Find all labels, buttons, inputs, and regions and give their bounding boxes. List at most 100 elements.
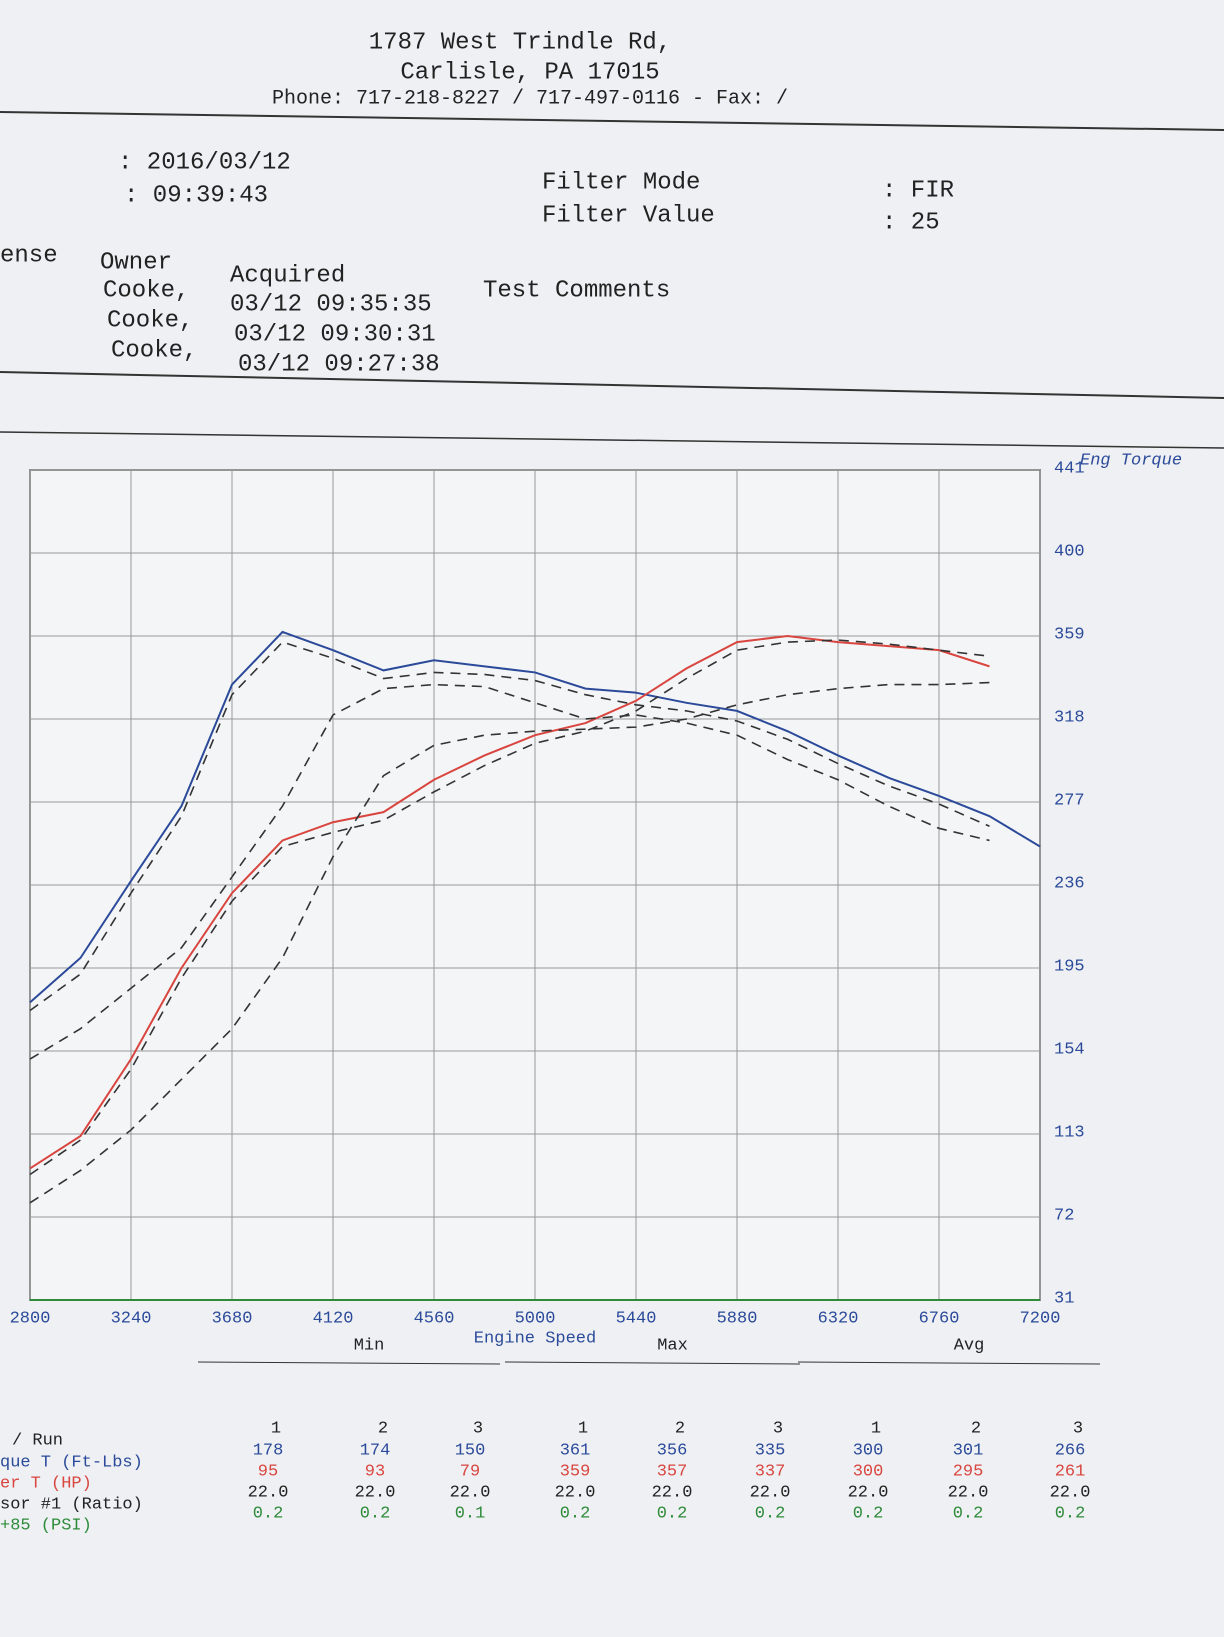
- cell: 337: [755, 1462, 786, 1481]
- y-tick-label: 113: [1054, 1123, 1085, 1142]
- y-tick-label: 359: [1054, 625, 1085, 644]
- cell: 356: [657, 1441, 688, 1460]
- cell: 22.0: [750, 1483, 791, 1502]
- cell: 22.0: [1050, 1483, 1091, 1502]
- cell: 22.0: [848, 1483, 889, 1502]
- run-number: 2: [675, 1419, 685, 1438]
- cell: 22.0: [450, 1483, 491, 1502]
- rule: [0, 371, 1224, 399]
- series-line: [29, 639, 990, 1176]
- run-number: 1: [578, 1419, 588, 1438]
- chart: 31 72 113 154 195 236 277 318 359 400 441 2800 3240 3…: [10, 451, 1182, 1348]
- x-tick-label: 3240: [111, 1309, 152, 1328]
- cell: 22.0: [355, 1483, 396, 1502]
- cell: 0.2: [1055, 1504, 1086, 1523]
- x-tick-label: 5000: [515, 1309, 556, 1328]
- cell: 0.2: [657, 1504, 688, 1523]
- series-line: [29, 641, 990, 1012]
- run-number: 2: [971, 1419, 981, 1438]
- x-tick-label: 6760: [919, 1309, 960, 1328]
- cell: 93: [365, 1462, 385, 1481]
- cell: 301: [953, 1441, 984, 1460]
- filter-value: : 25: [882, 209, 940, 236]
- run-owner: Cooke,: [111, 337, 197, 364]
- address-line: Carlisle, PA 17015: [400, 59, 659, 86]
- run-number: 3: [1073, 1419, 1083, 1438]
- y-tick-label: 236: [1054, 874, 1085, 893]
- x-tick-label: 5880: [717, 1309, 758, 1328]
- run-owner: Cooke,: [103, 277, 189, 304]
- runs-column: Acquired: [230, 262, 345, 289]
- group-rule: [797, 1361, 1101, 1365]
- group-rule: [504, 1361, 801, 1365]
- y-tick-label: 318: [1054, 708, 1085, 727]
- cell: 0.1: [455, 1504, 486, 1523]
- run-number: 1: [271, 1419, 281, 1438]
- summary-table: Min Max Avg / Run 1 2 3 1 2 3 1 2 3 que T (Ft-Lbs) 178…: [0, 1336, 1101, 1535]
- cell: 0.2: [755, 1504, 786, 1523]
- row-label: er T (HP): [0, 1474, 92, 1493]
- series-line: [29, 630, 1041, 1004]
- series-line: [29, 681, 990, 1204]
- x-tick-label: 3680: [212, 1309, 253, 1328]
- y-tick-label: 195: [1054, 957, 1085, 976]
- cell: 22.0: [948, 1483, 989, 1502]
- cell: 95: [258, 1462, 278, 1481]
- runs-rows: Cooke, 03/12 09:35:35 Cooke, 03/12 09:30:31…: [103, 277, 440, 378]
- cell: 22.0: [555, 1483, 596, 1502]
- row-label: que T (Ft-Lbs): [0, 1453, 143, 1472]
- cell: 295: [953, 1462, 984, 1481]
- run-acquired: 03/12 09:27:38: [238, 351, 440, 378]
- time: : 09:39:43: [124, 182, 268, 209]
- run-acquired: 03/12 09:30:31: [234, 321, 436, 348]
- x-tick-label: 2800: [10, 1309, 51, 1328]
- x-tick-label: 5440: [616, 1309, 657, 1328]
- cell: 0.2: [853, 1504, 884, 1523]
- cell: 361: [560, 1441, 591, 1460]
- runs-column: Owner: [100, 249, 172, 276]
- group-header: Max: [657, 1336, 688, 1355]
- cell: 300: [853, 1462, 884, 1481]
- address-line: 1787 West Trindle Rd,: [369, 29, 671, 56]
- cell: 261: [1055, 1462, 1086, 1481]
- series-line: [29, 683, 990, 1060]
- group-rule: [197, 1361, 501, 1365]
- filter-mode: : FIR: [882, 177, 954, 204]
- group-header: Min: [354, 1336, 385, 1355]
- row-label: sor #1 (Ratio): [0, 1495, 143, 1514]
- cell: 300: [853, 1441, 884, 1460]
- rule: [0, 431, 1224, 449]
- cell: 0.2: [560, 1504, 591, 1523]
- runs-column: ense: [0, 242, 58, 269]
- cell: 22.0: [652, 1483, 693, 1502]
- y-tick-label: 441: [1054, 459, 1085, 478]
- y-tick-label: 72: [1054, 1206, 1074, 1225]
- cell: 0.2: [253, 1504, 284, 1523]
- address-line: Phone: 717-218-8227 / 717-497-0116 - Fax…: [272, 87, 788, 110]
- run-owner: Cooke,: [107, 307, 193, 334]
- x-axis-label: Engine Speed: [474, 1329, 596, 1348]
- run-number: 3: [473, 1419, 483, 1438]
- x-tick-label: 7200: [1020, 1309, 1061, 1328]
- x-tick-label: 6320: [818, 1309, 859, 1328]
- cell: 357: [657, 1462, 688, 1481]
- row-label: +85 (PSI): [0, 1516, 92, 1535]
- cell: 266: [1055, 1441, 1086, 1460]
- run-number: 2: [378, 1419, 388, 1438]
- run-label: / Run: [12, 1431, 63, 1450]
- run-number: 1: [871, 1419, 881, 1438]
- y-tick-label: 31: [1054, 1289, 1074, 1308]
- y-tick-label: 277: [1054, 791, 1085, 810]
- cell: 174: [360, 1441, 391, 1460]
- date: : 2016/03/12: [118, 149, 291, 176]
- x-tick-label: 4560: [414, 1309, 455, 1328]
- group-header: Avg: [954, 1336, 985, 1355]
- run-number: 3: [773, 1419, 783, 1438]
- cell: 359: [560, 1462, 591, 1481]
- filter-mode-label: Filter Mode: [542, 169, 700, 196]
- cell: 0.2: [360, 1504, 391, 1523]
- cell: 178: [253, 1441, 284, 1460]
- y-tick-label: 400: [1054, 542, 1085, 561]
